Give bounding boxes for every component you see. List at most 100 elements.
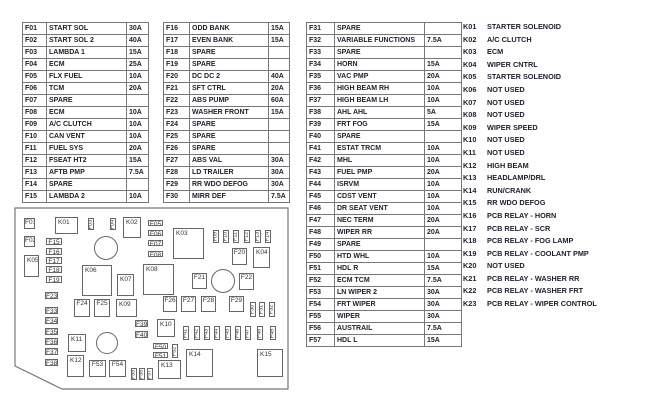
relay-id: K12 — [463, 160, 477, 170]
component-label: K04 — [256, 249, 268, 256]
relay-id: K23 — [463, 299, 477, 309]
component-label: F41 — [183, 328, 189, 338]
fuse-f18: F18 — [46, 266, 62, 273]
component-label: F32 — [269, 304, 275, 315]
component-label: F33 — [46, 308, 58, 314]
component-label: F39 — [136, 321, 148, 327]
relay-k11: K11 — [68, 334, 86, 352]
relay-k08: K08 — [143, 264, 174, 295]
component-label: K01 — [58, 219, 70, 226]
list-item: K03 ECM — [463, 46, 597, 59]
fuse-rating: 10A — [126, 190, 149, 203]
table-row: F18 SPARE — [163, 46, 290, 59]
component-label: F07 — [149, 241, 162, 246]
component-label: F56 — [139, 369, 145, 379]
fuse-f35: F35 — [45, 328, 58, 335]
relay-id: K02 — [463, 34, 477, 44]
component-label: F16 — [48, 249, 60, 255]
fuse-f54: F54 — [109, 360, 126, 377]
relay-function: WIPER CNTRL — [487, 59, 538, 69]
list-item: K13 HEADLAMP/DRL — [463, 172, 597, 185]
mounting-hole — [211, 269, 235, 293]
relay-function: STARTER SOLENOID — [487, 22, 562, 31]
component-label: K13 — [161, 362, 173, 369]
relay-id: K01 — [463, 22, 477, 31]
fuse-f26: F26 — [163, 296, 177, 312]
fuse-f13: F13 — [255, 230, 261, 243]
fuse-f31: F31 — [259, 302, 265, 317]
fuse-f40: F40 — [135, 331, 148, 338]
relay-function: PCB RELAY - SCR — [487, 223, 551, 233]
relay-id: K06 — [463, 84, 477, 94]
fuse-f22: F22 — [239, 273, 254, 290]
relay-k09: K09 — [116, 299, 137, 317]
list-item: K23 PCB RELAY - WIPER CONTROL — [463, 298, 597, 311]
relay-function: HIGH BEAM — [487, 160, 529, 170]
fuse-f53: F53 — [89, 360, 106, 377]
component-label: F31 — [259, 304, 265, 315]
fuse-f51: F51 — [153, 352, 168, 358]
fuse-f57: F57 — [147, 368, 153, 380]
relay-k06: K06 — [82, 265, 112, 296]
list-item: K19 PCB RELAY - COOLANT PMP — [463, 248, 597, 261]
list-item: K12 HIGH BEAM — [463, 160, 597, 173]
fuse-f24: F24 — [74, 299, 90, 317]
relay-id: K10 — [463, 135, 477, 145]
component-label: F38 — [46, 360, 58, 366]
fuse-circuit: MIRR DEF — [189, 190, 269, 203]
fuse-f15: F15 — [46, 238, 62, 245]
component-label: F14 — [265, 231, 271, 242]
component-label: F23 — [46, 293, 58, 299]
relay-k07: K07 — [117, 274, 134, 296]
list-item: K18 PCB RELAY - FOG LAMP — [463, 235, 597, 248]
fuse-f09: F09 — [213, 230, 219, 243]
component-label: F25 — [96, 300, 108, 307]
component-label: K10 — [160, 321, 172, 328]
relay-id: K14 — [463, 185, 477, 195]
relay-k15: K15 — [257, 349, 283, 377]
component-label: F47 — [245, 328, 251, 338]
component-label: F48 — [257, 328, 263, 338]
list-item: K09 WIPER SPEED — [463, 122, 597, 135]
component-label: F36 — [46, 339, 58, 345]
component-label: F15 — [48, 239, 60, 245]
table-row: F52 ECM TCM 7.5A — [306, 274, 462, 287]
table-row: F08 ECM 10A — [22, 106, 149, 119]
fuse-id: F30 — [163, 190, 190, 203]
relay-id: K08 — [463, 110, 477, 120]
table-row: F10 CAN VENT 10A — [22, 130, 149, 143]
table-row: F30 MIRR DEF 7.5A — [163, 190, 290, 203]
table-row: F01 START SOL 30A — [22, 22, 149, 35]
table-row: F39 FRT FOG 15A — [306, 118, 462, 131]
component-label: F46 — [235, 328, 241, 338]
component-label: F55 — [131, 369, 137, 379]
table-row: F34 HORN 15A — [306, 58, 462, 71]
relay-k04: K04 — [253, 247, 270, 268]
component-label: F10 — [223, 231, 229, 242]
fuse-f33: F33 — [45, 307, 58, 314]
fuse-f48: F48 — [257, 326, 263, 340]
relay-function: NOT USED — [487, 147, 525, 157]
fuse-rating: 40A — [268, 70, 290, 83]
component-label: K09 — [119, 301, 131, 308]
relay-id: K04 — [463, 59, 477, 69]
component-label: F06 — [149, 231, 162, 236]
component-label: K11 — [71, 336, 83, 343]
fuse-f04: F04 — [110, 218, 116, 230]
relay-k12: K12 — [67, 355, 84, 377]
mounting-hole — [96, 332, 118, 354]
list-item: K05 STARTER SOLENOID — [463, 71, 597, 84]
fuse-f36: F36 — [45, 338, 58, 345]
component-label: F18 — [48, 267, 60, 273]
relay-id: K19 — [463, 248, 477, 258]
fuse-f56: F56 — [139, 368, 145, 380]
fuse-f25: F25 — [94, 299, 110, 317]
relay-function: RR WDO DEFOG — [487, 198, 546, 208]
relay-k03: K03 — [173, 228, 204, 259]
fuse-f50: F50 — [153, 343, 168, 349]
fuse-f41: F41 — [183, 326, 189, 340]
component-label: F44 — [214, 328, 220, 338]
relay-id: K09 — [463, 122, 477, 132]
relay-id: K17 — [463, 223, 477, 233]
table-row: F11 FUEL SYS 20A — [22, 142, 149, 155]
